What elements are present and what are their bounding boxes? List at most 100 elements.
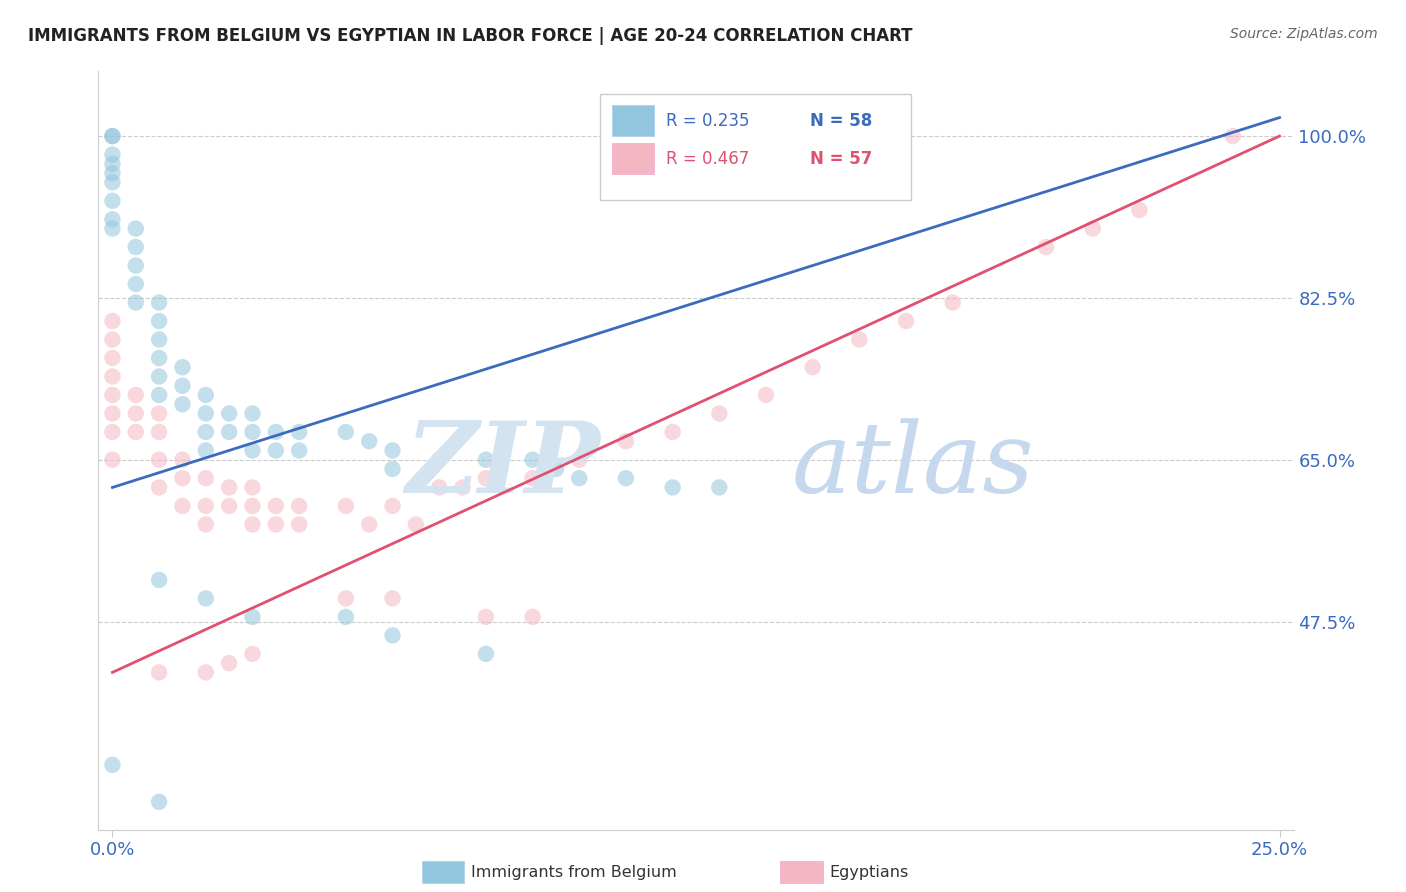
Point: [101, 129, 124, 144]
Point: [194, 443, 217, 458]
Point: [614, 471, 637, 485]
Point: [194, 499, 217, 513]
Point: [381, 443, 404, 458]
Point: [194, 407, 217, 421]
Point: [848, 333, 870, 347]
Point: [288, 517, 311, 532]
Point: [264, 517, 287, 532]
Point: [148, 665, 170, 680]
Point: [522, 452, 544, 467]
Point: [148, 795, 170, 809]
Point: [101, 425, 124, 439]
Point: [661, 425, 683, 439]
Point: [101, 407, 124, 421]
Point: [172, 378, 194, 392]
Point: [148, 573, 170, 587]
Point: [172, 452, 194, 467]
Point: [1081, 221, 1104, 235]
Point: [359, 517, 381, 532]
Point: [125, 221, 148, 235]
Point: [148, 388, 170, 402]
Point: [942, 295, 965, 310]
Point: [242, 499, 264, 513]
Point: [194, 471, 217, 485]
Point: [218, 656, 240, 670]
Point: [125, 240, 148, 254]
Point: [475, 452, 498, 467]
Text: R = 0.467: R = 0.467: [666, 150, 749, 168]
Point: [335, 610, 357, 624]
Point: [381, 462, 404, 476]
Point: [101, 221, 124, 235]
Point: [451, 480, 474, 494]
FancyBboxPatch shape: [613, 105, 654, 136]
Point: [709, 480, 731, 494]
Point: [101, 166, 124, 180]
Point: [1222, 129, 1244, 144]
Point: [172, 471, 194, 485]
Point: [194, 425, 217, 439]
Point: [894, 314, 917, 328]
Point: [661, 480, 683, 494]
Point: [359, 434, 381, 449]
Point: [381, 591, 404, 606]
Point: [172, 499, 194, 513]
Point: [264, 425, 287, 439]
Point: [288, 425, 311, 439]
Point: [218, 499, 240, 513]
Point: [475, 610, 498, 624]
FancyBboxPatch shape: [600, 95, 911, 201]
Point: [194, 388, 217, 402]
Text: atlas: atlas: [792, 418, 1035, 513]
Point: [288, 499, 311, 513]
Point: [101, 175, 124, 189]
Point: [101, 757, 124, 772]
Point: [218, 407, 240, 421]
Point: [242, 647, 264, 661]
Point: [125, 425, 148, 439]
Point: [101, 333, 124, 347]
Point: [101, 194, 124, 208]
Point: [148, 295, 170, 310]
Point: [242, 443, 264, 458]
Point: [381, 499, 404, 513]
Point: [218, 425, 240, 439]
Point: [101, 147, 124, 161]
Point: [264, 499, 287, 513]
Text: R = 0.235: R = 0.235: [666, 112, 749, 129]
Point: [801, 360, 824, 375]
Point: [148, 452, 170, 467]
Text: Egyptians: Egyptians: [830, 865, 908, 880]
Point: [101, 212, 124, 227]
Point: [172, 360, 194, 375]
Point: [522, 471, 544, 485]
Point: [101, 369, 124, 384]
Point: [218, 480, 240, 494]
Point: [709, 407, 731, 421]
Point: [125, 388, 148, 402]
Point: [148, 314, 170, 328]
Point: [405, 517, 427, 532]
Point: [264, 443, 287, 458]
Point: [475, 647, 498, 661]
Point: [125, 277, 148, 291]
Point: [101, 351, 124, 365]
Point: [288, 443, 311, 458]
Text: Source: ZipAtlas.com: Source: ZipAtlas.com: [1230, 27, 1378, 41]
Point: [194, 591, 217, 606]
Text: ZIP: ZIP: [405, 417, 600, 514]
Point: [148, 351, 170, 365]
FancyBboxPatch shape: [613, 144, 654, 174]
Point: [335, 591, 357, 606]
Point: [335, 499, 357, 513]
Text: N = 58: N = 58: [810, 112, 872, 129]
Point: [544, 462, 567, 476]
Point: [1035, 240, 1057, 254]
Point: [1128, 202, 1150, 217]
Text: Immigrants from Belgium: Immigrants from Belgium: [471, 865, 676, 880]
Point: [427, 452, 450, 467]
Point: [522, 610, 544, 624]
Point: [335, 425, 357, 439]
Point: [148, 369, 170, 384]
Point: [125, 259, 148, 273]
